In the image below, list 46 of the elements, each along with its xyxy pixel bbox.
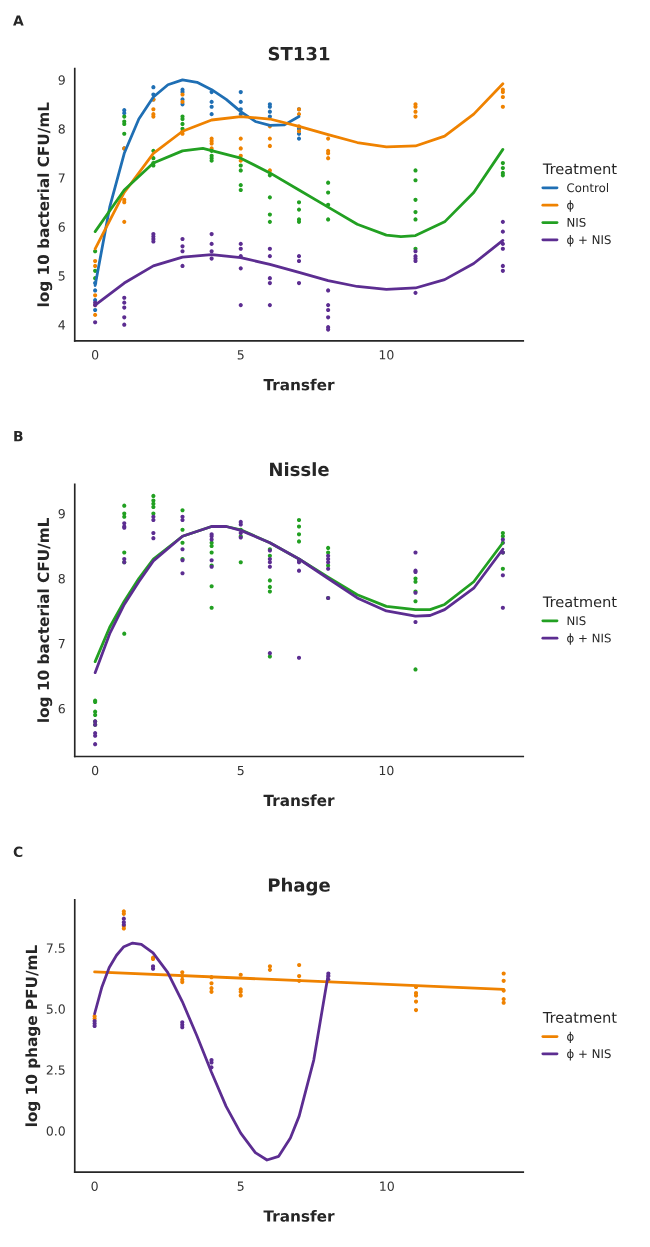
chart-title: ST131	[268, 46, 330, 61]
y-tick-label: 7.5	[46, 943, 65, 953]
legend-title: Treatment	[542, 163, 617, 175]
legend-label: ϕ	[567, 200, 574, 212]
chart-title: Nissle	[270, 462, 329, 477]
y-tick-label: 2.5	[46, 1065, 65, 1075]
x-axis-title: Transfer	[263, 1209, 335, 1222]
y-tick-label: 8	[58, 124, 65, 134]
legend-label: Control	[567, 183, 609, 193]
y-axis-title: log 10 phage PFU/mL	[25, 945, 41, 1127]
y-tick-label: 6	[58, 703, 65, 714]
legend-title: Treatment	[542, 1012, 617, 1023]
legend-label: ϕ + NIS	[567, 235, 611, 247]
x-tick-label: 10	[379, 350, 394, 360]
y-axis-title: log 10 bacterial CFU/mL	[37, 102, 53, 307]
x-tick-label: 5	[237, 765, 244, 776]
x-tick-label: 5	[237, 1181, 244, 1191]
y-tick-label: 9	[58, 508, 65, 519]
y-tick-label: 5.0	[46, 1004, 65, 1014]
y-tick-label: 9	[58, 75, 65, 85]
legend-label: ϕ + NIS	[567, 1049, 611, 1061]
y-tick-label: 8	[58, 573, 65, 584]
y-axis-title: log 10 bacterial CFU/mL	[37, 518, 53, 722]
chart-title: Phage	[268, 877, 330, 896]
x-axis-title: Transfer	[263, 794, 335, 807]
x-tick-label: 0	[91, 350, 99, 360]
legend-label: NIS	[567, 616, 586, 626]
y-tick-label: 7	[58, 639, 65, 649]
x-axis-title: Transfer	[263, 378, 335, 391]
y-tick-label: 7	[58, 173, 65, 183]
legend-title: Treatment	[542, 596, 617, 608]
y-tick-label: 0.0	[46, 1126, 65, 1136]
x-tick-label: 0	[91, 1181, 98, 1191]
x-tick-label: 10	[379, 765, 394, 776]
y-tick-label: 4	[58, 320, 66, 330]
y-tick-label: 5	[58, 271, 65, 281]
x-tick-label: 0	[91, 765, 99, 776]
text: B	[14, 431, 23, 442]
text: A	[13, 15, 24, 26]
text: C	[13, 846, 23, 858]
legend-label: ϕ + NIS	[567, 633, 611, 645]
legend-label: NIS	[567, 217, 586, 227]
x-tick-label: 5	[237, 350, 244, 360]
x-tick-label: 10	[380, 1181, 394, 1191]
legend-label: ϕ	[567, 1031, 574, 1044]
y-tick-label: 6	[58, 222, 65, 232]
